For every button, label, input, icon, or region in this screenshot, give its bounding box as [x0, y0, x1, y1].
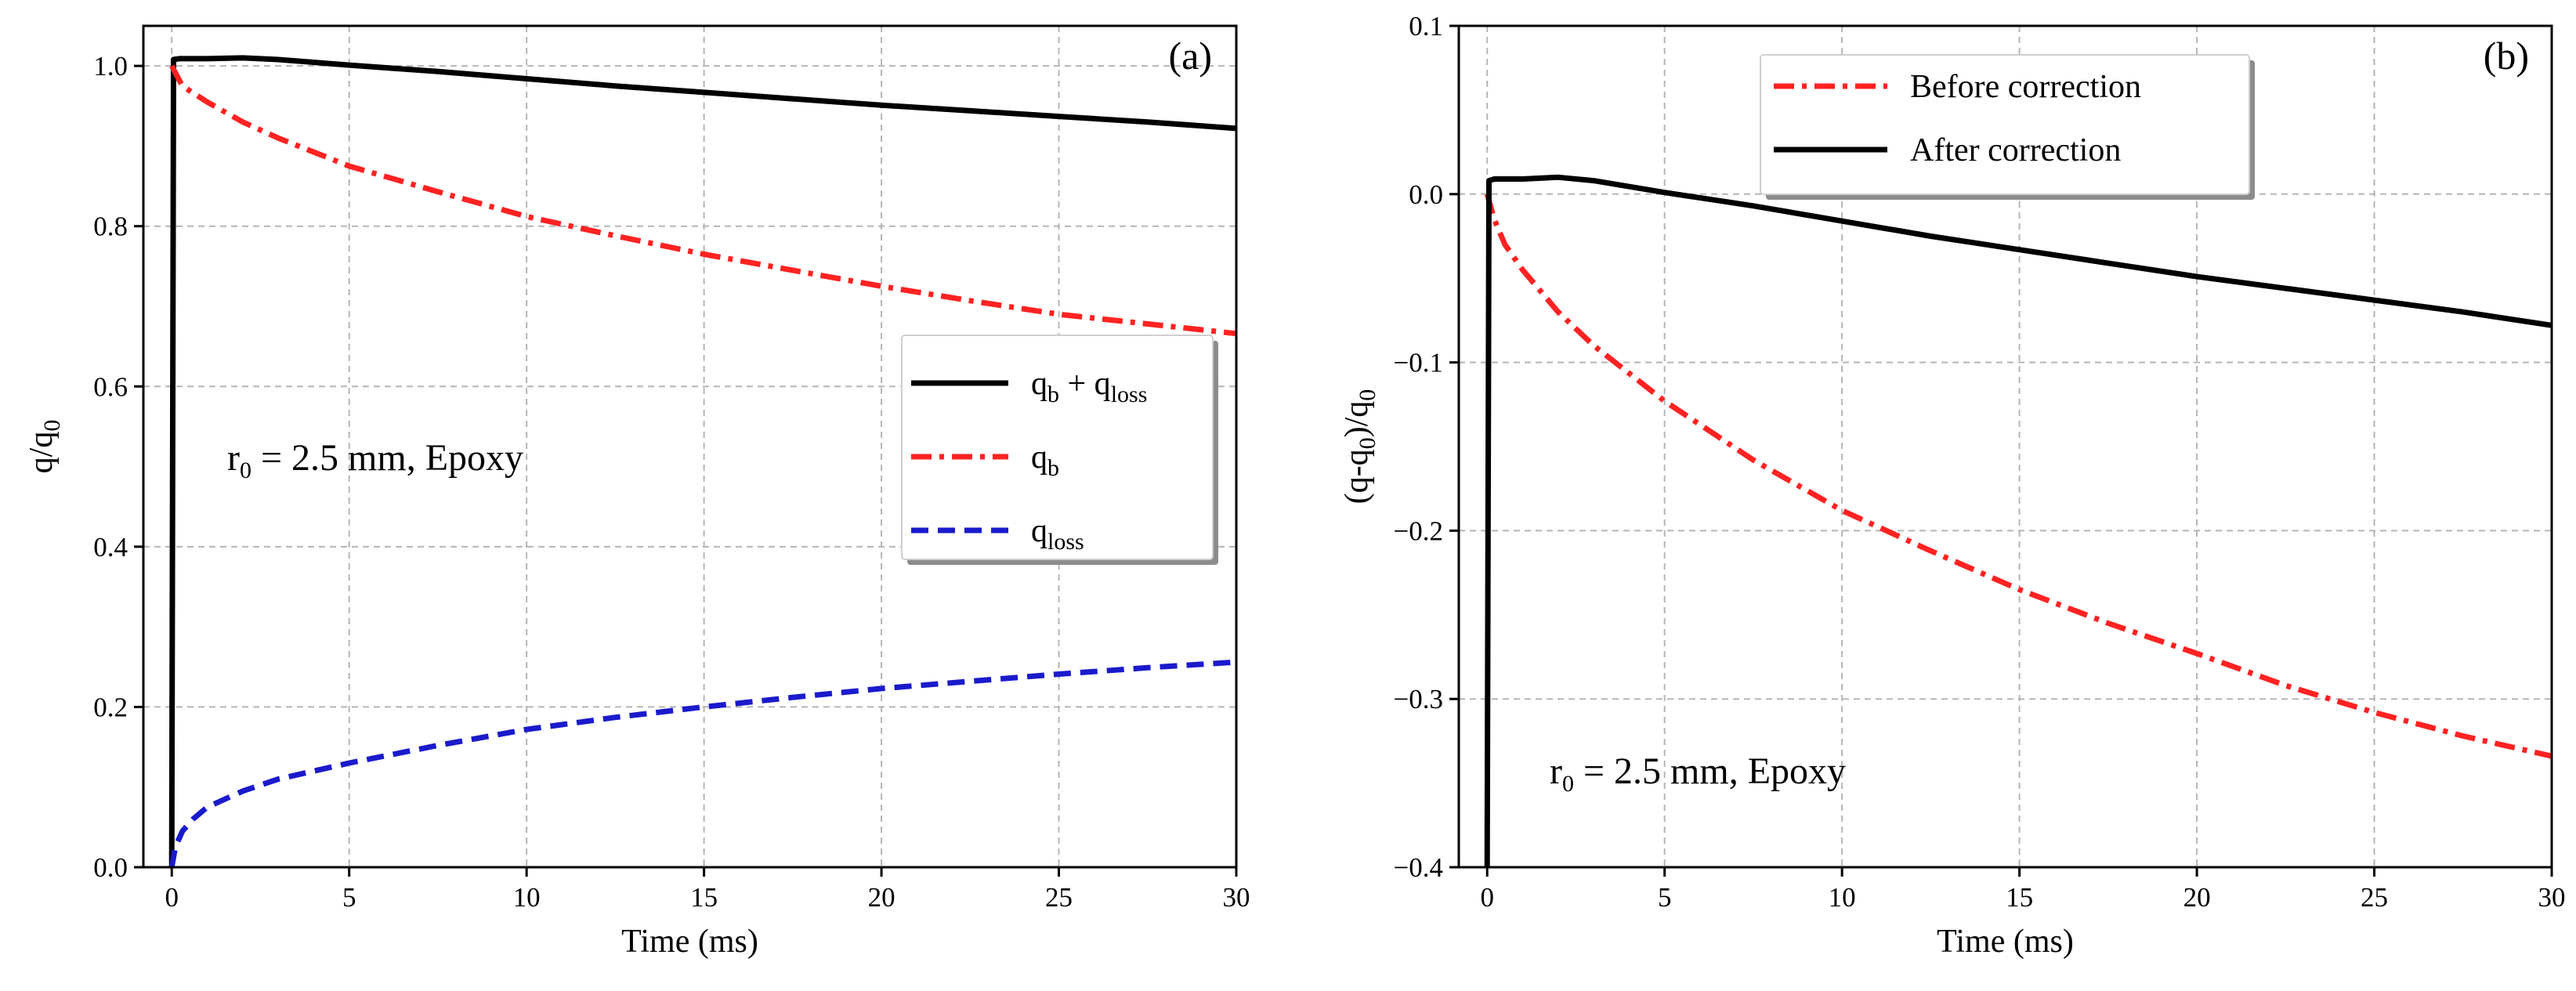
y-tick-label: 1.0 — [93, 51, 128, 81]
legend-entry-label: Before correction — [1910, 69, 2141, 105]
annotation-text: r0 = 2.5 mm, Epoxy — [1550, 750, 1846, 797]
y-axis-label: q/q0 — [24, 420, 65, 474]
plot-frame — [1457, 24, 2553, 869]
x-axis-label: Time (ms) — [621, 924, 758, 960]
legend-box — [1760, 54, 2250, 195]
legend-entry-label: After correction — [1910, 132, 2121, 168]
y-tick-label: 0.0 — [1409, 179, 1443, 210]
panel-b: 0 5 10 15 20 25 30 0.1 0.0 −0.1 −0.2 −0.3 −0.4 Time (… — [1339, 11, 2566, 960]
x-tick-label: 0 — [1480, 882, 1494, 913]
y-tick-label: 0.4 — [93, 532, 128, 562]
series-line-before-correction — [1484, 193, 2552, 759]
y-tick-label: 0.0 — [93, 852, 128, 883]
x-tick-label: 10 — [1829, 882, 1856, 913]
y-tick-label: 0.6 — [93, 371, 128, 402]
y-tick-label: 0.1 — [1409, 11, 1443, 42]
y-axis-label: (q-q0)/q0 — [1339, 389, 1380, 505]
x-tick-label: 20 — [868, 882, 895, 913]
x-tick-label: 15 — [690, 882, 718, 913]
x-tick-label: 10 — [513, 882, 541, 913]
x-tick-label: 20 — [2183, 882, 2211, 913]
x-tick-label: 25 — [2361, 882, 2388, 913]
x-tick-label: 30 — [2538, 882, 2566, 913]
x-tick-label: 5 — [342, 882, 356, 913]
legend: qb + qloss qb qloss — [901, 335, 1218, 565]
legend-entry-label: qb — [1031, 439, 1059, 481]
y-tick-label: −0.3 — [1394, 684, 1444, 714]
x-tick-label: 30 — [1223, 882, 1250, 913]
x-tick-label: 5 — [1658, 882, 1672, 913]
series-line-q-b-q-loss — [168, 55, 1237, 868]
series-line-q-loss — [168, 659, 1237, 868]
y-tick-label: 0.2 — [93, 692, 128, 722]
series-line-after-correction — [1484, 174, 2552, 868]
legend-box — [901, 335, 1214, 560]
legend: Before correction After correction — [1760, 54, 2255, 200]
panel-a: 0 5 10 15 20 25 30 0.0 0.2 0.4 0.6 0.8 1.0 Time (ms) q… — [24, 24, 1250, 960]
y-tick-label: 0.8 — [93, 212, 128, 242]
y-tick-label: −0.2 — [1394, 515, 1444, 546]
series-line-q-b — [169, 64, 1237, 337]
y-tick-label: −0.4 — [1394, 852, 1444, 883]
y-tick-label: −0.1 — [1394, 348, 1444, 378]
x-tick-label: 0 — [165, 882, 179, 913]
legend-entry-label: qloss — [1031, 513, 1084, 555]
panel-label: (b) — [2484, 34, 2529, 78]
annotation-text: r0 = 2.5 mm, Epoxy — [227, 437, 523, 483]
x-axis-label: Time (ms) — [1937, 924, 2074, 960]
plot-frame — [142, 24, 1238, 869]
x-tick-label: 25 — [1045, 882, 1073, 913]
panel-label: (a) — [1169, 34, 1213, 78]
legend-entry-label: qb + qloss — [1031, 366, 1147, 407]
x-tick-label: 15 — [2006, 882, 2033, 913]
